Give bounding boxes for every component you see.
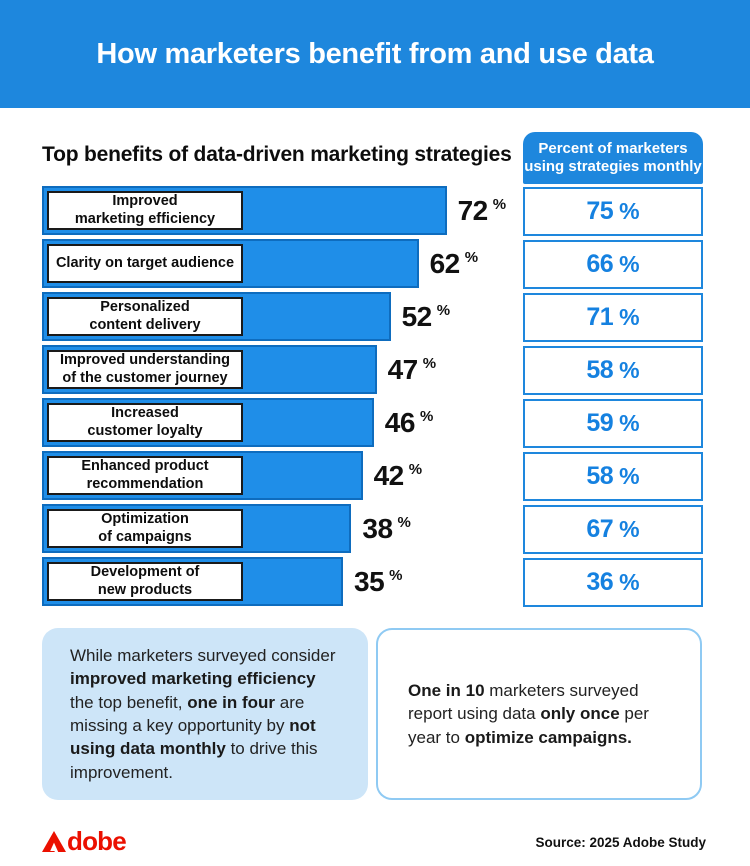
chart-row: Optimization of campaigns 38 % — [42, 504, 512, 553]
bar-value: 35 % — [354, 565, 403, 597]
bar-fill — [243, 506, 349, 551]
monthly-cell-1: 66 % — [523, 240, 703, 289]
bar-label: Improved understanding of the customer j… — [47, 350, 243, 389]
adobe-a-icon — [42, 831, 66, 853]
bar-value: 46 % — [384, 406, 434, 438]
percent-sign: % — [619, 251, 640, 277]
bar-label: Increased customer loyalty — [47, 403, 243, 442]
bar-value: 52 % — [401, 300, 451, 332]
bar-value: 62 % — [429, 247, 479, 279]
percent-sign: % — [619, 410, 640, 436]
monthly-cell-6: 67 % — [523, 505, 703, 554]
chart-row: Enhanced product recommendation 42 % — [42, 451, 512, 500]
bar-value: 38 % — [362, 512, 411, 544]
chart-row: Improved marketing efficiency 72 % — [42, 186, 512, 235]
bar-fill — [243, 559, 341, 604]
callout-right-text: One in 10 marketers surveyed report usin… — [408, 680, 649, 747]
percent-sign: % — [619, 357, 640, 383]
callout-monthly-usage: While marketers surveyed consider improv… — [42, 628, 368, 800]
bar-label: Improved marketing efficiency — [47, 191, 243, 230]
adobe-wordmark: dobe — [67, 826, 127, 856]
header-banner: How marketers benefit from and use data — [0, 0, 750, 108]
source-citation: Source: 2025 Adobe Study — [535, 835, 706, 850]
percent-sign: % — [436, 302, 451, 319]
callout-once-per-year: One in 10 marketers surveyed report usin… — [376, 628, 702, 800]
monthly-cell-2: 71 % — [523, 293, 703, 342]
bar-label: Enhanced product recommendation — [47, 456, 243, 495]
bar-row-2: Personalized content delivery — [42, 292, 391, 341]
bar-fill — [243, 294, 389, 339]
callout-left-text: While marketers surveyed consider improv… — [70, 645, 336, 782]
bar-fill — [243, 400, 372, 445]
bar-row-4: Increased customer loyalty — [42, 398, 374, 447]
bar-row-3: Improved understanding of the customer j… — [42, 345, 377, 394]
percent-sign: % — [619, 463, 640, 489]
percent-sign: % — [619, 198, 640, 224]
bar-row-5: Enhanced product recommendation — [42, 451, 363, 500]
chart-row: Development of new products 35 % — [42, 557, 512, 606]
monthly-cell-5: 58 % — [523, 452, 703, 501]
percent-sign: % — [619, 569, 640, 595]
percent-sign: % — [422, 355, 437, 372]
bar-label: Optimization of campaigns — [47, 509, 243, 548]
bar-chart: Improved marketing efficiency 72 % Clari… — [42, 186, 512, 610]
percent-sign: % — [389, 567, 403, 584]
chart-row: Increased customer loyalty 46 % — [42, 398, 512, 447]
chart-row: Improved understanding of the customer j… — [42, 345, 512, 394]
bar-value: 47 % — [387, 353, 437, 385]
monthly-cell-4: 59 % — [523, 399, 703, 448]
monthly-usage-column: Percent of marketers using strategies mo… — [523, 132, 703, 611]
bar-label: Development of new products — [47, 562, 243, 601]
chart-row: Personalized content delivery 52 % — [42, 292, 512, 341]
percent-sign: % — [619, 516, 640, 542]
monthly-cell-7: 36 % — [523, 558, 703, 607]
percent-sign: % — [619, 304, 640, 330]
percent-sign: % — [419, 408, 434, 425]
bar-row-0: Improved marketing efficiency — [42, 186, 447, 235]
bar-fill — [243, 347, 375, 392]
bar-value: 72 % — [457, 194, 507, 226]
percent-sign: % — [464, 249, 479, 266]
bar-fill — [243, 453, 361, 498]
bar-fill — [243, 188, 445, 233]
bar-label: Clarity on target audience — [47, 244, 243, 283]
percent-sign: % — [397, 514, 411, 531]
percent-sign: % — [492, 196, 507, 213]
chart-title: Top benefits of data-driven marketing st… — [42, 143, 512, 166]
chart-row: Clarity on target audience 62 % — [42, 239, 512, 288]
column-header: Percent of marketers using strategies mo… — [523, 132, 703, 184]
percent-sign: % — [408, 461, 423, 478]
bar-value: 42 % — [373, 459, 423, 491]
page-title: How marketers benefit from and use data — [96, 37, 654, 70]
adobe-logo: dobe — [42, 826, 127, 856]
monthly-cell-3: 58 % — [523, 346, 703, 395]
bar-fill — [243, 241, 417, 286]
bar-row-1: Clarity on target audience — [42, 239, 419, 288]
bar-row-7: Development of new products — [42, 557, 343, 606]
bar-label: Personalized content delivery — [47, 297, 243, 336]
monthly-cell-0: 75 % — [523, 187, 703, 236]
bar-row-6: Optimization of campaigns — [42, 504, 352, 553]
